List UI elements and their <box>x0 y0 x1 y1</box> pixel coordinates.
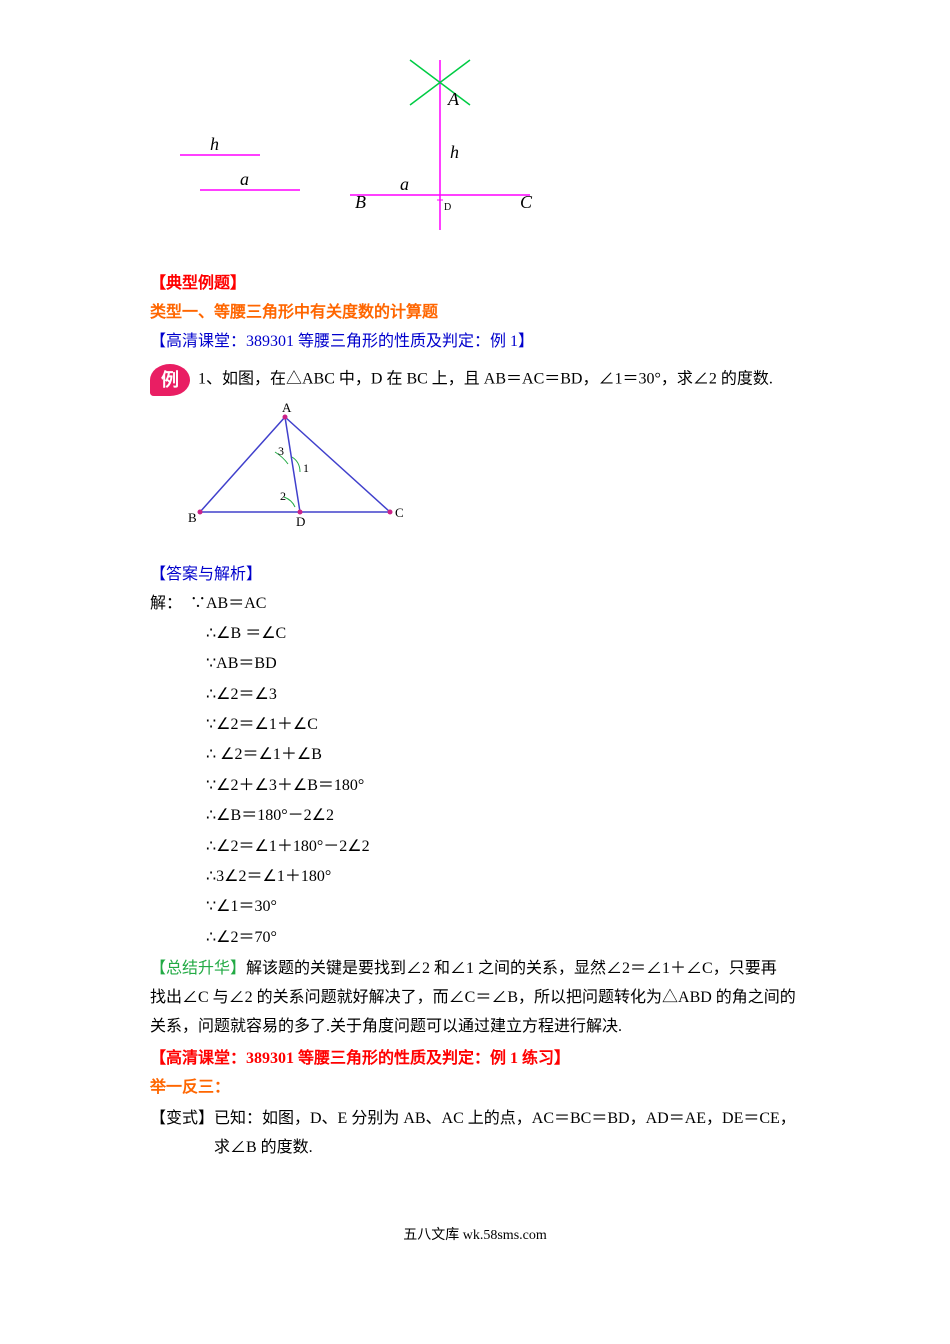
summary-label: 【总结升华】 <box>150 960 246 977</box>
solution-line-0: 解： ∵AB＝AC <box>150 590 800 619</box>
solution-line-2: ∵AB＝BD <box>150 649 800 679</box>
example-1: 例 1、如图，在△ABC 中，D 在 BC 上，且 AB＝AC＝BD，∠1＝30… <box>150 364 800 396</box>
svg-text:h: h <box>210 134 219 154</box>
triangle-figure: A B C D 1 2 3 <box>180 402 420 532</box>
solution-line-7: ∴∠B＝180°－2∠2 <box>150 801 800 831</box>
svg-text:a: a <box>240 169 249 189</box>
svg-text:C: C <box>395 505 404 520</box>
svg-text:a: a <box>400 174 409 194</box>
svg-text:2: 2 <box>280 489 286 503</box>
solution-line-10: ∵∠1＝30° <box>150 892 800 922</box>
svg-text:D: D <box>296 514 305 529</box>
svg-text:A: A <box>282 402 292 415</box>
svg-text:A: A <box>447 89 460 109</box>
solution-line-4: ∵∠2＝∠1＋∠C <box>150 710 800 740</box>
svg-text:B: B <box>355 192 366 212</box>
svg-text:3: 3 <box>278 444 284 458</box>
summary-text-2: 找出∠C 与∠2 的关系问题就好解决了，而∠C＝∠B，所以把问题转化为△ABD … <box>150 984 800 1013</box>
svg-text:1: 1 <box>303 461 309 475</box>
solution-line-9: ∴3∠2＝∠1＋180° <box>150 862 800 892</box>
svg-text:B: B <box>188 510 197 525</box>
solution-line-6: ∵∠2＋∠3＋∠B＝180° <box>150 771 800 801</box>
svg-text:D: D <box>444 202 451 213</box>
answer-analysis-header: 【答案与解析】 <box>150 561 800 590</box>
summary-text-1: 解该题的关键是要找到∠2 和∠1 之间的关系，显然∠2＝∠1＋∠C，只要再 <box>246 960 777 977</box>
top-figure: h a h a A B C D <box>150 50 800 250</box>
top-figure-svg: h a h a A B C D <box>150 50 800 250</box>
practice-reference: 【高清课堂：389301 等腰三角形的性质及判定：例 1 练习】 <box>150 1045 800 1074</box>
solution-line-1: ∴∠B ＝∠C <box>150 619 800 649</box>
example-1-text: 1、如图，在△ABC 中，D 在 BC 上，且 AB＝AC＝BD，∠1＝30°，… <box>198 371 773 388</box>
variant-line-2: 求∠B 的度数. <box>150 1134 800 1163</box>
highclass-ref-1: 【高清课堂：389301 等腰三角形的性质及判定：例 1】 <box>150 328 800 357</box>
summary-text-3: 关系，问题就容易的多了.关于角度问题可以通过建立方程进行解决. <box>150 1013 800 1042</box>
svg-text:C: C <box>520 192 533 212</box>
solution-line-8: ∴∠2＝∠1＋180°－2∠2 <box>150 832 800 862</box>
svg-text:h: h <box>450 142 459 162</box>
typical-examples-header: 【典型例题】 <box>150 270 800 299</box>
variant-line-1: 【变式】已知：如图，D、E 分别为 AB、AC 上的点，AC＝BC＝BD，AD＝… <box>150 1105 800 1134</box>
solution-line-5: ∴ ∠2＝∠1＋∠B <box>150 740 800 770</box>
solution-line-11: ∴∠2＝70° <box>150 923 800 953</box>
category-1-header: 类型一、等腰三角形中有关度数的计算题 <box>150 299 800 328</box>
summary-block: 【总结升华】解该题的关键是要找到∠2 和∠1 之间的关系，显然∠2＝∠1＋∠C，… <box>150 955 800 984</box>
example-badge-icon: 例 <box>150 364 190 396</box>
solution-line-3: ∴∠2＝∠3 <box>150 680 800 710</box>
practice-header: 举一反三： <box>150 1074 800 1103</box>
page-footer: 五八文库 wk.58sms.com <box>150 1223 800 1248</box>
